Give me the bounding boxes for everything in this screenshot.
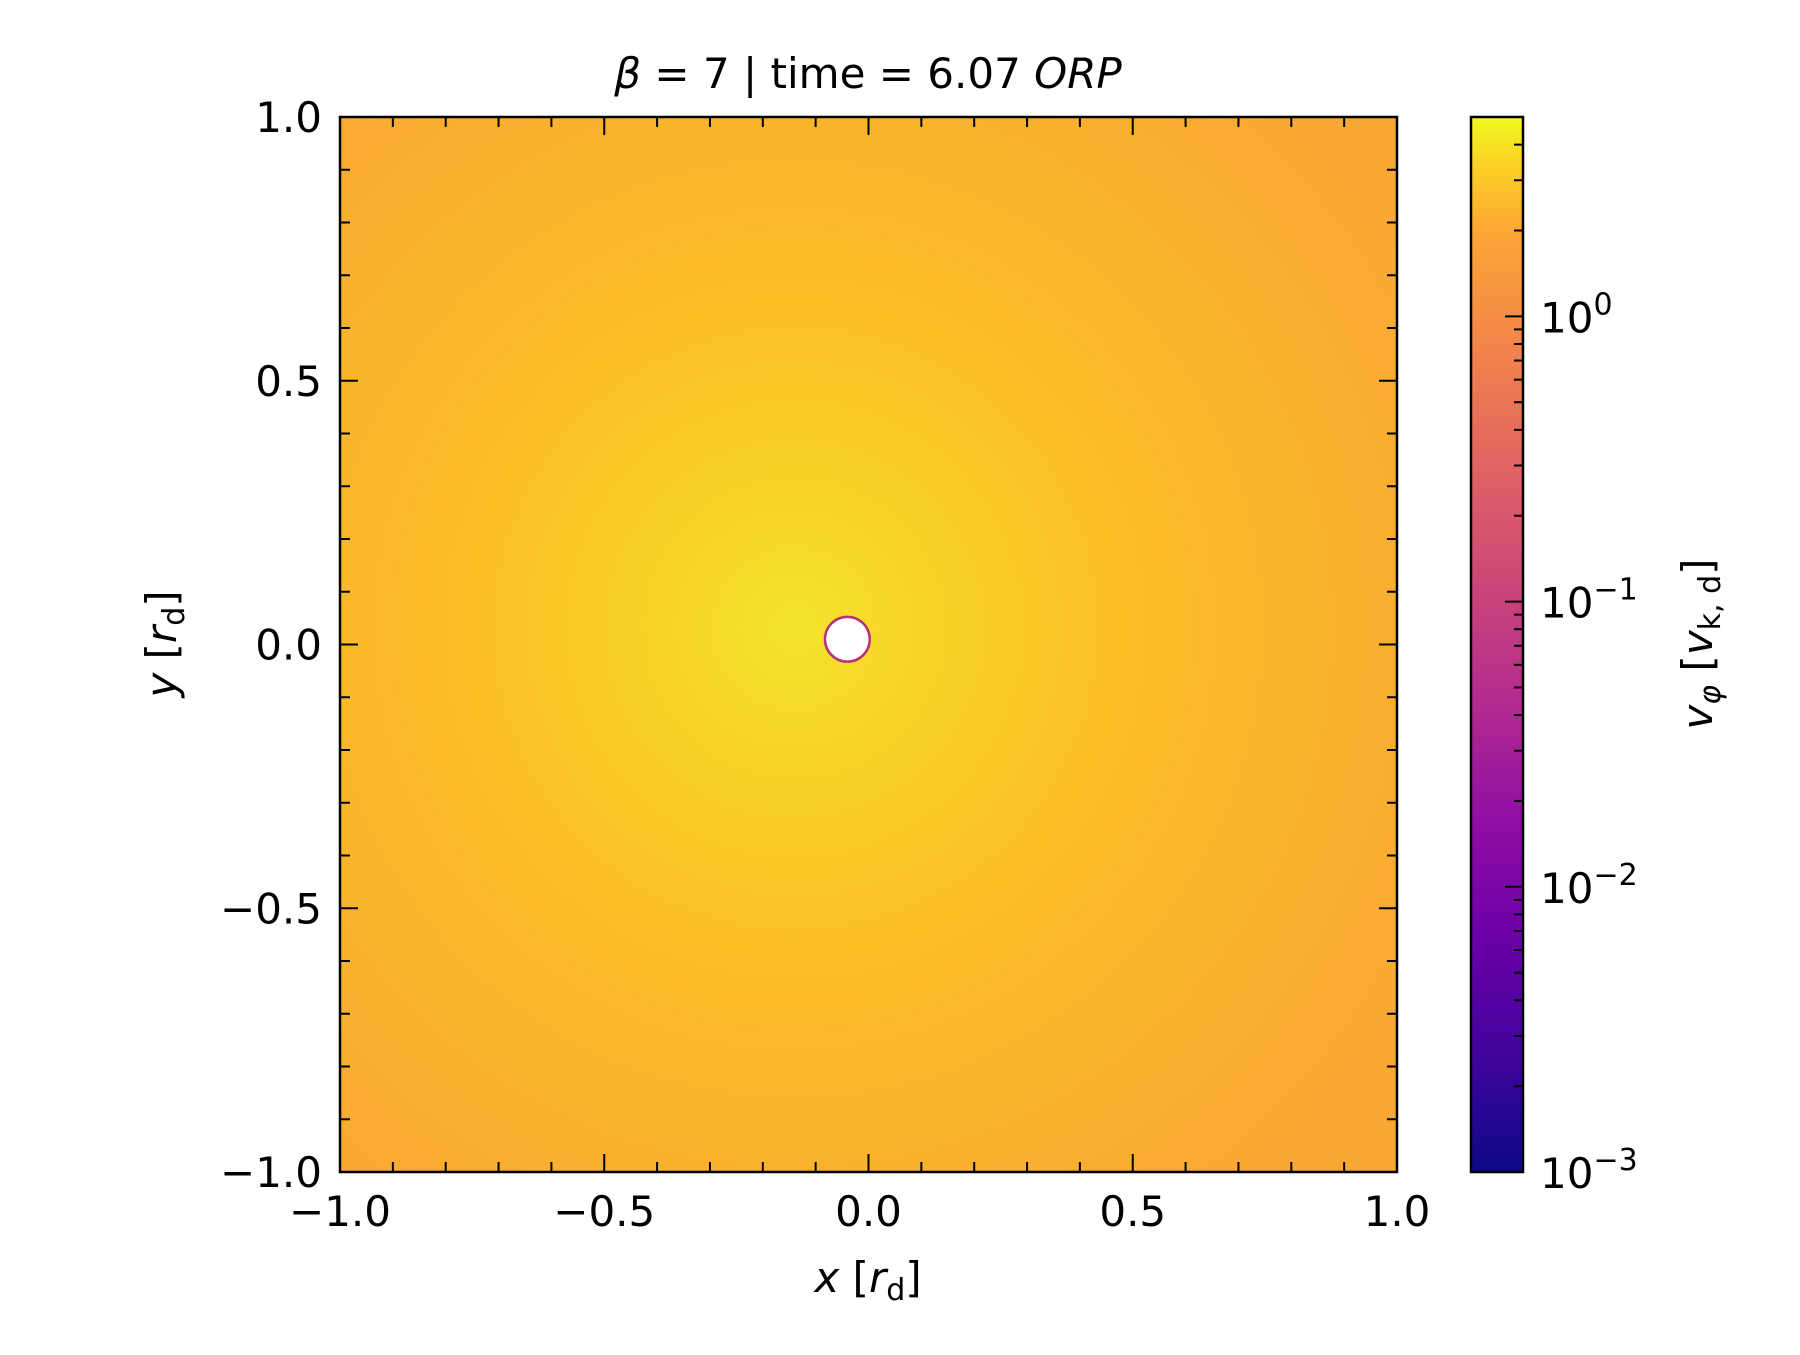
plot-frame — [338, 115, 1399, 1174]
x-tick-labels: −1.0 −0.5 0.0 0.5 1.0 — [289, 1187, 1430, 1236]
y-tick-label: 0.0 — [255, 621, 322, 670]
colorbar — [1471, 117, 1523, 1172]
y-tick-label: −0.5 — [220, 884, 322, 933]
y-tick-labels: −1.0 −0.5 0.0 0.5 1.0 — [220, 93, 322, 1197]
x-tick-label: 0.0 — [835, 1187, 902, 1236]
x-tick-label: 0.5 — [1099, 1187, 1166, 1236]
colorbar-tick-label: 100 — [1540, 287, 1613, 342]
x-tick-label: −1.0 — [289, 1187, 391, 1236]
x-axis-label: x [rd] — [812, 1253, 921, 1308]
colorbar-tick-label: 10−2 — [1540, 858, 1638, 913]
y-tick-label: 0.5 — [255, 357, 322, 406]
colorbar-frame — [1469, 115, 1525, 1174]
inner-boundary-hole — [826, 618, 869, 661]
y-axis-label: y [rd] — [137, 590, 192, 699]
y-tick-label: −1.0 — [220, 1148, 322, 1197]
inner-boundary-rim — [823, 615, 871, 663]
colorbar-label: vφ [vk, d] — [1673, 558, 1728, 729]
x-tick-label: 1.0 — [1364, 1187, 1431, 1236]
colorbar-tick-labels: 10−3 10−2 10−1 100 — [1540, 287, 1638, 1198]
colorbar-tick-label: 10−3 — [1540, 1143, 1638, 1198]
x-tick-label: −0.5 — [553, 1187, 655, 1236]
colorbar-tick-label: 10−1 — [1540, 573, 1638, 628]
y-tick-label: 1.0 — [255, 93, 322, 142]
chart-title: β = 7 | time = 6.07 ORP — [613, 49, 1122, 98]
